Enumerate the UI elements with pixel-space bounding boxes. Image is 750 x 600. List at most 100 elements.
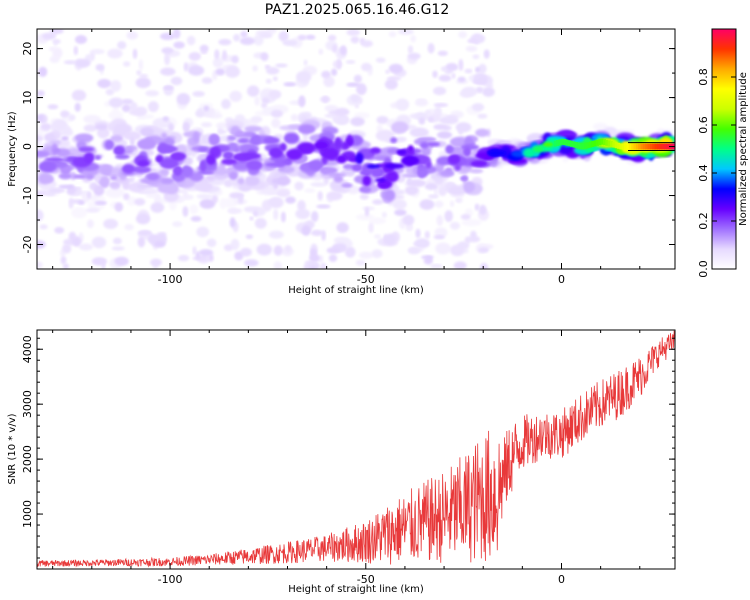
spectrogram-ridge-cell bbox=[659, 143, 663, 150]
spectrogram-cell bbox=[322, 96, 329, 103]
spectrogram-ridge-cell bbox=[614, 142, 618, 149]
spectrogram-ridge-cell bbox=[631, 143, 635, 150]
spectrogram-cell bbox=[215, 68, 226, 76]
spectrogram-cell bbox=[297, 34, 307, 41]
spectrogram-cell bbox=[172, 221, 183, 228]
spectrogram-cell bbox=[408, 247, 420, 255]
spectrogram-y-ticks: -20 -10 0 10 20 bbox=[21, 42, 675, 270]
spectrogram-cell bbox=[449, 137, 469, 147]
spectrogram-cell bbox=[164, 137, 175, 147]
spectrogram-cell bbox=[73, 45, 79, 56]
spectrogram-cell bbox=[97, 78, 112, 89]
spectrogram-cell bbox=[296, 70, 312, 83]
colorbar-tick-label: 0.8 bbox=[697, 68, 710, 86]
spectrogram-cell bbox=[91, 257, 107, 266]
spectrogram-cell bbox=[471, 103, 485, 112]
spectrogram-ridge-cell bbox=[572, 141, 576, 148]
spectrogram-cell bbox=[109, 181, 121, 188]
spectrogram-cell bbox=[94, 200, 108, 206]
spectrogram-cell bbox=[46, 157, 65, 163]
spectrogram-cell bbox=[303, 59, 308, 66]
spectrogram-cell bbox=[182, 206, 189, 217]
spectrogram-cell bbox=[477, 113, 488, 119]
spectrogram-cell bbox=[37, 90, 45, 97]
spectrogram-cell bbox=[123, 193, 130, 201]
spectrogram-cell bbox=[437, 50, 448, 56]
spectrogram-cell bbox=[464, 68, 473, 74]
spectrogram-cell bbox=[465, 45, 478, 52]
spectrogram-cell bbox=[321, 70, 331, 79]
spectrogram-cell bbox=[218, 129, 227, 134]
spectrogram-cell bbox=[333, 175, 344, 183]
spectrogram-cell bbox=[110, 175, 118, 181]
spectrogram-cell bbox=[110, 80, 122, 92]
spectrogram-cell bbox=[334, 136, 342, 149]
spectrogram-cell bbox=[37, 141, 43, 147]
spectrogram-cell bbox=[183, 156, 193, 166]
spectrogram-cell bbox=[433, 103, 449, 107]
spectrogram-cell bbox=[164, 53, 171, 66]
spectrogram-cell bbox=[78, 146, 95, 152]
spectrogram-cell bbox=[205, 174, 216, 182]
spectrogram-cell bbox=[436, 131, 453, 139]
spectrogram-cell bbox=[355, 259, 366, 266]
spectrogram-cell bbox=[381, 211, 387, 218]
spectrogram-cell bbox=[223, 179, 234, 188]
spectrogram-ridge-cell bbox=[560, 138, 564, 145]
spectrogram-cell bbox=[75, 58, 91, 68]
spectrogram-cell bbox=[445, 63, 459, 72]
spectrogram-cell bbox=[68, 114, 76, 121]
spectrogram-cell bbox=[227, 135, 237, 141]
spectrogram-cell bbox=[188, 52, 201, 61]
y-tick-label: 1000 bbox=[21, 500, 34, 528]
spectrogram-cell bbox=[361, 62, 372, 72]
spectrogram-cell bbox=[460, 176, 468, 181]
spectrogram-cell bbox=[274, 158, 286, 167]
spectrogram-cell bbox=[254, 217, 267, 229]
spectrogram-cell bbox=[278, 31, 289, 42]
spectrogram-cell bbox=[384, 79, 398, 90]
spectrogram-cell bbox=[208, 134, 220, 146]
spectrogram-cell bbox=[374, 178, 386, 183]
spectrogram-cell bbox=[364, 206, 370, 217]
spectrogram-ridge-cell bbox=[600, 138, 604, 145]
spectrogram-cell bbox=[117, 41, 127, 50]
spectrogram-cell bbox=[196, 226, 210, 238]
spectrogram-cell bbox=[229, 192, 245, 199]
spectrogram-cell bbox=[384, 233, 397, 245]
spectrogram-cell bbox=[137, 236, 146, 248]
spectrogram-cell bbox=[470, 230, 477, 240]
spectrogram-cell bbox=[324, 104, 339, 112]
spectrogram-cell bbox=[346, 82, 360, 87]
spectrogram-cell bbox=[227, 208, 243, 214]
spectrogram-cell bbox=[183, 62, 189, 72]
chart-title: PAZ1.2025.065.16.46.G12 bbox=[265, 2, 450, 18]
spectrogram-cell bbox=[269, 230, 284, 239]
spectrogram-cell bbox=[370, 147, 381, 154]
spectrogram-cell bbox=[198, 249, 214, 257]
spectrogram-cell bbox=[239, 37, 255, 45]
spectrogram-ridge-cell bbox=[574, 142, 578, 148]
spectrogram-cell bbox=[54, 227, 65, 234]
spectrogram-cell bbox=[452, 148, 462, 153]
colorbar: 0.0 0.2 0.4 0.6 0.8 Normalized spectral ampl… bbox=[697, 28, 749, 278]
spectrogram-cell bbox=[105, 88, 115, 96]
spectrogram-cell bbox=[297, 200, 306, 212]
spectrogram-cell bbox=[414, 99, 429, 107]
spectrogram-cell bbox=[323, 76, 335, 88]
spectrogram-cell bbox=[460, 214, 471, 220]
spectrogram-cell bbox=[189, 204, 199, 215]
spectrogram-ridge-cell bbox=[635, 143, 639, 150]
spectrogram-ridge-cell bbox=[581, 143, 585, 150]
spectrogram-cell bbox=[79, 243, 93, 251]
spectrogram-ridge-cell bbox=[605, 139, 609, 146]
spectrogram-cell bbox=[150, 258, 162, 267]
spectrogram-cell bbox=[250, 115, 263, 123]
spectrogram-cell bbox=[245, 234, 254, 240]
spectrogram-cell bbox=[359, 37, 365, 45]
spectrogram-cell bbox=[427, 116, 434, 123]
spectrogram-cell bbox=[469, 168, 484, 174]
spectrogram-cell bbox=[196, 193, 213, 200]
spectrogram-cell bbox=[368, 217, 387, 225]
